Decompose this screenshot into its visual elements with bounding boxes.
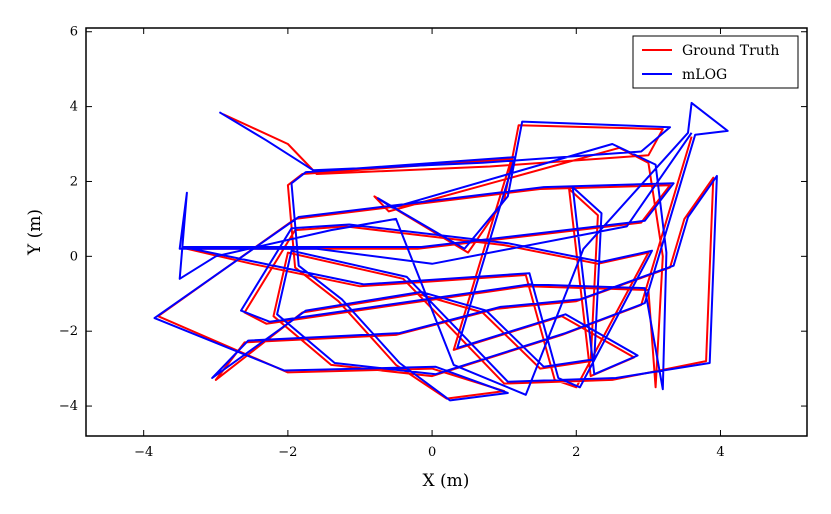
plot-frame [85,27,808,437]
y-axis-ticks: −4 −2 0 2 4 6 [59,25,807,414]
x-tick-label: 2 [572,445,580,460]
x-tick-label: 0 [428,445,436,460]
legend-box [632,35,799,89]
legend: Ground Truth mLOG [632,35,799,89]
y-tick-label: −2 [59,324,78,339]
x-tick-label: −2 [278,445,297,460]
y-axis-label: Y (m) [25,209,45,256]
y-tick-label: 2 [70,174,78,189]
x-axis-label: X (m) [423,471,470,491]
series-line-mlog [153,101,729,402]
x-axis-ticks: −4 −2 0 2 4 [134,28,725,460]
y-tick-label: 6 [70,25,78,40]
y-tick-label: 4 [70,100,78,115]
legend-label-mlog: mLOG [682,67,727,83]
series-line-ground-truth [157,113,715,400]
x-tick-label: −4 [134,445,153,460]
x-tick-label: 4 [716,445,724,460]
series-traces [153,101,729,402]
y-tick-label: −4 [59,399,78,414]
y-tick-label: 0 [70,249,78,264]
legend-label-ground-truth: Ground Truth [682,43,779,59]
